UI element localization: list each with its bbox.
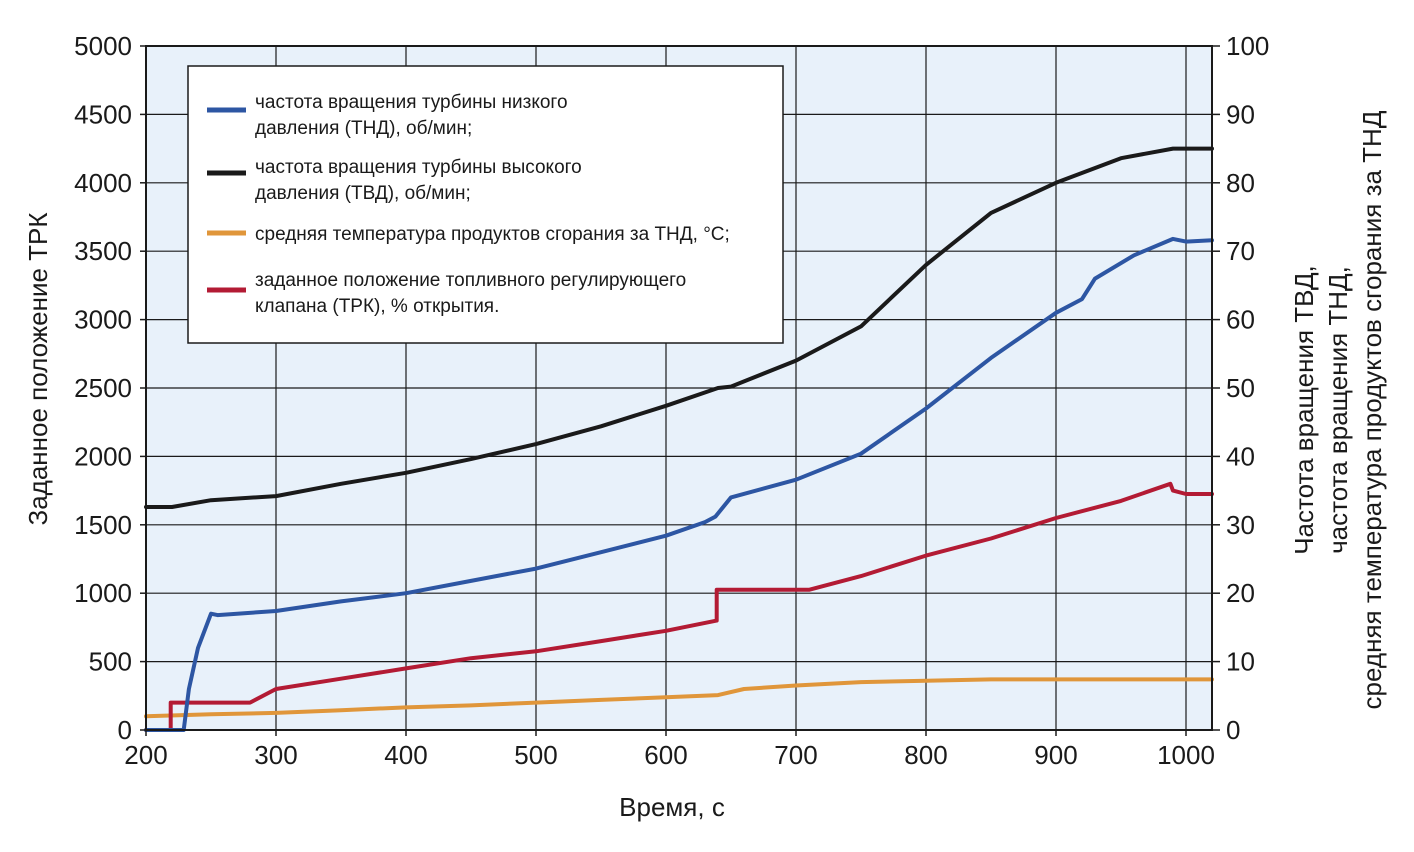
legend-label-hp-speed-line-1: частота вращения турбины высокого	[255, 157, 582, 178]
x-tick-label: 500	[514, 740, 557, 770]
y-right-axis-title-line-1: Частота вращения ТВД,	[1289, 265, 1319, 555]
y-left-tick-label: 5000	[74, 31, 132, 61]
x-tick-label: 800	[904, 740, 947, 770]
series-line-3	[144, 481, 1214, 732]
y-right-tick-label: 20	[1226, 578, 1255, 608]
y-right-tick-label: 50	[1226, 373, 1255, 403]
y-right-tick-label: 90	[1226, 99, 1255, 129]
y-right-tick-label: 30	[1226, 510, 1255, 540]
legend: частота вращения турбины низкого давлени…	[187, 65, 784, 344]
x-tick-label: 900	[1034, 740, 1077, 770]
y-right-axis-title-line-2: частота вращения ТНД,	[1323, 266, 1353, 554]
x-axis-title: Время, с	[619, 792, 725, 822]
series-line-1	[144, 146, 1214, 509]
series-line-2	[144, 677, 1214, 719]
x-tick-label: 1000	[1157, 740, 1215, 770]
ticks: 200 300 400 500 600 700 800 900 1000050010001500…	[74, 31, 1269, 770]
y-left-axis-title: Заданное положение ТРК	[23, 212, 53, 525]
y-right-tick-label: 40	[1226, 441, 1255, 471]
x-tick-label: 700	[774, 740, 817, 770]
y-left-tick-label: 4000	[74, 168, 132, 198]
y-left-tick-label: 3500	[74, 236, 132, 266]
legend-label-hp-speed-line-2: давления (ТВД), об/мин;	[255, 183, 471, 204]
y-left-tick-label: 2000	[74, 441, 132, 471]
y-left-tick-label: 4500	[74, 99, 132, 129]
legend-label-valve-position-line-1: заданное положение топливного регулирующ…	[255, 270, 686, 291]
legend-box	[187, 65, 784, 344]
y-left-tick-label: 2500	[74, 373, 132, 403]
series-layer	[144, 146, 1214, 732]
legend-label-lp-speed-line-2: давления (ТНД), об/мин;	[255, 118, 472, 139]
y-left-tick-label: 3000	[74, 305, 132, 335]
y-right-tick-label: 80	[1226, 168, 1255, 198]
x-tick-label: 300	[254, 740, 297, 770]
y-left-tick-label: 1500	[74, 510, 132, 540]
y-left-tick-label: 1000	[74, 578, 132, 608]
legend-label-gas-temp: средняя температура продуктов сгорания з…	[255, 224, 730, 245]
x-tick-label: 400	[384, 740, 427, 770]
y-left-tick-label: 0	[118, 715, 132, 745]
y-left-tick-label: 500	[89, 647, 132, 677]
legend-label-valve-position-line-2: клапана (ТРК), % открытия.	[255, 296, 499, 317]
y-right-tick-label: 10	[1226, 647, 1255, 677]
y-right-tick-label: 0	[1226, 715, 1240, 745]
x-tick-label: 600	[644, 740, 687, 770]
y-right-tick-label: 60	[1226, 305, 1255, 335]
x-tick-label: 200	[124, 740, 167, 770]
y-right-tick-label: 100	[1226, 31, 1269, 61]
y-right-axis-title-line-3: средняя температура продуктов сгорания з…	[1357, 110, 1387, 709]
series-line-0	[144, 236, 1214, 732]
y-right-tick-label: 70	[1226, 236, 1255, 266]
legend-label-lp-speed-line-1: частота вращения турбины низкого	[255, 92, 568, 113]
